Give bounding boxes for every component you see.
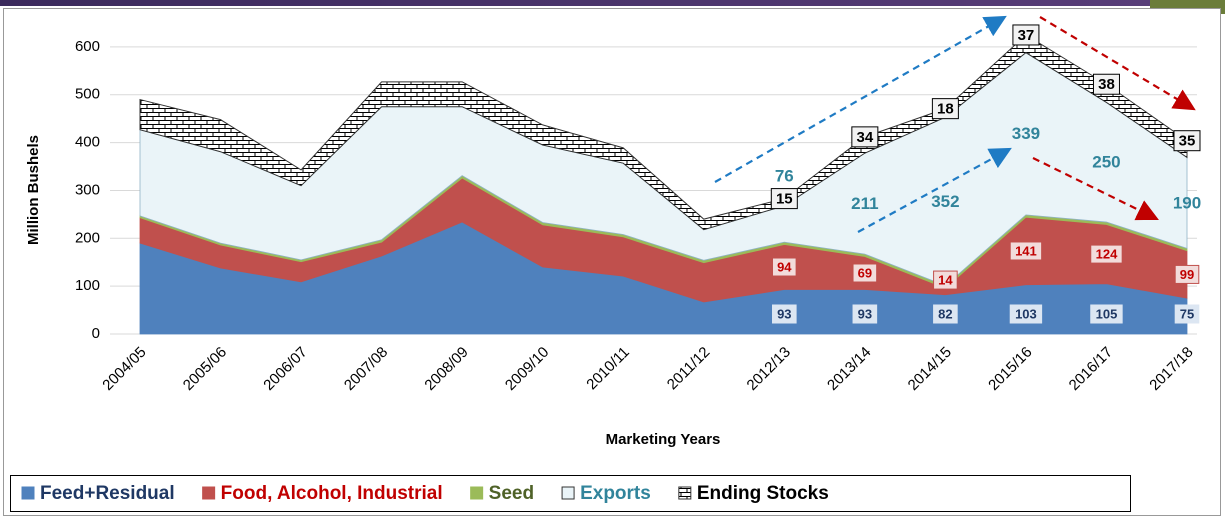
data-label-box — [851, 126, 879, 148]
y-tick-label: 400 — [75, 134, 100, 151]
data-label: 105 — [1096, 306, 1118, 321]
data-label-box — [931, 98, 959, 120]
data-label-box — [1173, 130, 1201, 152]
data-label-box — [1174, 264, 1200, 284]
data-label: 141 — [1015, 243, 1037, 258]
x-axis-title: Marketing Years — [606, 431, 721, 448]
arrow — [714, 15, 1007, 183]
data-label: 190 — [1173, 193, 1201, 212]
data-label: 99 — [1180, 267, 1194, 282]
legend-label: Food, Alcohol, Industrial — [221, 483, 443, 504]
legend-label: Ending Stocks — [697, 483, 829, 504]
data-label: 93 — [777, 306, 791, 321]
data-label: 35 — [1179, 133, 1196, 150]
y-tick-label: 100 — [75, 277, 100, 294]
data-label: 76 — [775, 166, 794, 185]
data-label: 211 — [851, 194, 878, 213]
data-label: 75 — [1180, 306, 1194, 321]
data-label-box — [852, 304, 878, 324]
data-label-box — [933, 304, 958, 324]
y-tick-label: 0 — [92, 325, 100, 342]
data-label-box — [1174, 304, 1200, 324]
arrow — [1039, 16, 1196, 111]
y-tick-label: 300 — [75, 181, 100, 198]
data-label-box — [852, 263, 878, 283]
data-label: 18 — [937, 101, 954, 118]
arrow — [1032, 157, 1159, 221]
data-label: 93 — [858, 306, 872, 321]
data-label-box — [1090, 304, 1123, 324]
data-label-box — [1092, 73, 1120, 95]
data-label-box — [933, 270, 958, 290]
data-label: 352 — [931, 192, 959, 211]
data-label-box — [772, 257, 797, 277]
data-label: 14 — [938, 273, 953, 288]
data-label: 94 — [777, 259, 792, 274]
data-label: 339 — [1012, 124, 1040, 143]
data-labels: 93 93 82 103 105 75 94 69 14 141 124 99 76 211 352 339 2… — [770, 24, 1201, 324]
legend-label: Feed+Residual — [40, 483, 175, 504]
y-tick-label: 600 — [75, 38, 100, 55]
data-label: 82 — [938, 306, 952, 321]
legend-label: Seed — [489, 483, 534, 504]
data-label: 34 — [857, 129, 874, 146]
data-label-box — [772, 304, 797, 324]
legend-label: Exports — [580, 483, 651, 504]
legend-swatch — [561, 486, 575, 500]
legend-swatch — [21, 486, 35, 500]
legend-swatch — [678, 486, 692, 500]
trend-arrows — [714, 15, 1196, 233]
y-tick-label: 200 — [75, 229, 100, 246]
data-label: 103 — [1015, 306, 1037, 321]
data-label-box — [770, 188, 798, 210]
data-label-box — [1009, 304, 1043, 324]
legend: Feed+Residual Food, Alcohol, Industrial Se… — [21, 483, 829, 504]
data-label: 38 — [1098, 76, 1115, 93]
legend-swatch — [470, 486, 484, 500]
top-bar — [0, 0, 1225, 6]
data-label: 250 — [1092, 153, 1120, 172]
data-label-box — [1009, 241, 1043, 261]
data-label-box — [1012, 24, 1040, 46]
y-axis-title: Million Bushels — [25, 135, 42, 245]
legend-swatch — [202, 486, 216, 500]
data-label: 15 — [776, 191, 793, 208]
arrow — [857, 147, 1012, 233]
y-tick-label: 500 — [75, 86, 100, 103]
data-label: 37 — [1018, 27, 1035, 44]
data-label: 69 — [858, 265, 872, 280]
area — [139, 34, 1188, 231]
data-label: 124 — [1096, 247, 1118, 262]
data-label-box — [1090, 244, 1123, 264]
